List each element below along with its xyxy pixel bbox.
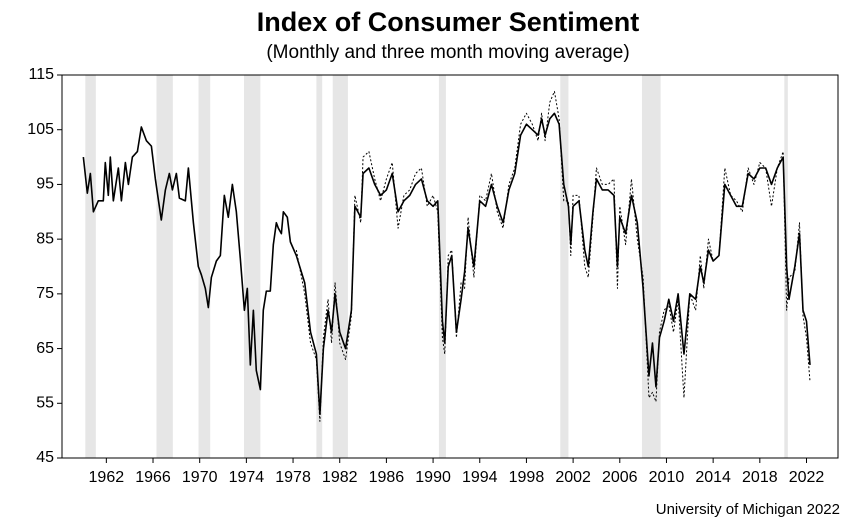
plot-lines <box>82 90 811 422</box>
recession-band <box>156 75 173 458</box>
y-tick-label: 105 <box>27 121 54 138</box>
x-tick-label: 2018 <box>742 469 778 486</box>
y-tick-label: 95 <box>36 176 54 193</box>
x-tick-label: 1990 <box>415 469 451 486</box>
x-tick-label: 2006 <box>602 469 638 486</box>
y-tick-label: 85 <box>36 230 54 247</box>
source-note: University of Michigan 2022 <box>656 501 840 518</box>
plot-frame <box>61 74 839 459</box>
x-tick-label: 2010 <box>649 469 685 486</box>
recession-band <box>316 75 323 458</box>
x-tick-label: 1998 <box>509 469 545 486</box>
recession-band <box>641 75 661 458</box>
series-line <box>295 90 811 422</box>
x-tick-label: 2022 <box>789 469 825 486</box>
recession-band <box>332 75 348 458</box>
x-tick-label: 1962 <box>89 469 125 486</box>
recession-band <box>85 75 96 458</box>
series-line <box>82 112 811 416</box>
x-tick-label: 1994 <box>462 469 498 486</box>
y-tick-label: 45 <box>36 449 54 466</box>
chart-subtitle: (Monthly and three month moving average) <box>266 42 629 63</box>
x-tick-label: 1966 <box>135 469 171 486</box>
x-tick-label: 1986 <box>369 469 405 486</box>
x-tick-label: 2002 <box>555 469 591 486</box>
recession-band <box>438 75 446 458</box>
x-tick-label: 1970 <box>182 469 218 486</box>
recession-bands <box>85 75 788 458</box>
y-tick-label: 115 <box>28 66 54 83</box>
x-tick-label: 1978 <box>275 469 311 486</box>
recession-band <box>560 75 569 458</box>
y-tick-label: 65 <box>36 340 54 357</box>
y-tick-label: 75 <box>36 285 54 302</box>
recession-band <box>198 75 211 458</box>
chart-title: Index of Consumer Sentiment <box>257 7 640 37</box>
y-tick-label: 55 <box>36 395 54 412</box>
x-tick-label: 1974 <box>229 469 265 486</box>
axes: 45 55 65 75 85 95 105 115 1962 1966 1970 1974 1978 19… <box>27 66 824 486</box>
recession-band <box>244 75 261 458</box>
x-tick-label: 2014 <box>695 469 731 486</box>
x-tick-label: 1982 <box>322 469 358 486</box>
